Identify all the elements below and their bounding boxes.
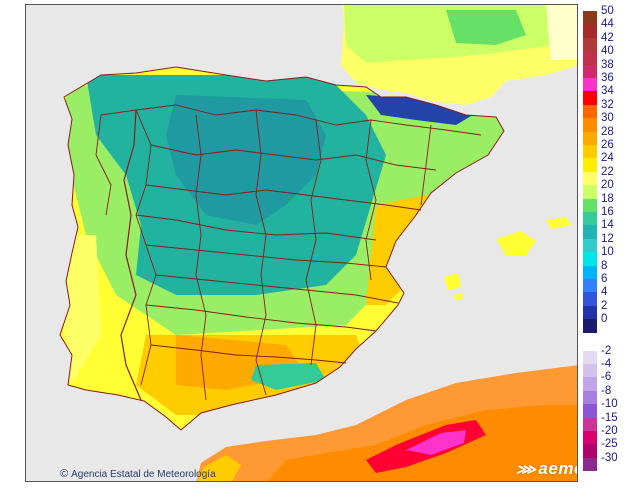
legend-swatch xyxy=(583,64,597,78)
legend-swatch xyxy=(583,431,597,445)
legend-swatch xyxy=(583,292,597,306)
legend-label: 32 xyxy=(601,98,614,111)
legend-swatch xyxy=(583,417,597,431)
legend-swatch xyxy=(583,319,597,333)
legend-label: 0 xyxy=(601,313,608,326)
legend-label: 44 xyxy=(601,18,614,31)
mallorca xyxy=(496,231,536,255)
legend-label: 24 xyxy=(601,152,614,165)
credit-notice: © Agencia Estatal de Meteorología xyxy=(60,468,216,480)
legend-label: 26 xyxy=(601,139,614,151)
legend-swatch xyxy=(583,131,597,145)
legend-swatch xyxy=(583,404,597,418)
legend-label: 8 xyxy=(601,259,608,272)
legend-label: -15 xyxy=(601,411,618,424)
map-canvas xyxy=(59,5,577,481)
legend-label: 6 xyxy=(601,273,608,285)
legend-label: 4 xyxy=(601,286,608,299)
legend-swatch xyxy=(583,279,597,293)
color-legend: 50 44 42 40 38 36 34 32 30 28 26 24 22 20 18 16 14 12 10 8 6… xyxy=(583,5,629,481)
legend-swatch xyxy=(583,91,597,105)
legend-label: 22 xyxy=(601,165,614,178)
legend-label: 2 xyxy=(601,299,608,312)
province-borders xyxy=(95,104,482,401)
legend-swatch xyxy=(583,457,597,472)
legend-label: -30 xyxy=(601,451,618,464)
legend-label: 12 xyxy=(601,232,614,245)
legend-label: -6 xyxy=(601,371,612,384)
legend-label: 40 xyxy=(601,45,614,58)
legend-label: 28 xyxy=(601,125,614,138)
legend-swatch xyxy=(583,171,597,186)
legend-swatch xyxy=(583,305,597,320)
legend-swatch xyxy=(583,11,597,25)
portugal-west-coast xyxy=(61,235,101,385)
legend-swatch xyxy=(583,145,597,159)
legend-swatch xyxy=(583,185,597,199)
legend-swatch xyxy=(583,24,597,38)
africa-mild-coast xyxy=(197,455,241,481)
copyright-icon: © xyxy=(60,468,69,480)
aemet-logo-mark-icon: ⋙ xyxy=(516,460,537,477)
credit-text: Agencia Estatal de Meteorología xyxy=(71,468,216,480)
legend-label: 16 xyxy=(601,206,614,218)
legend-swatch xyxy=(583,78,597,92)
legend-swatch xyxy=(583,104,597,119)
legend-swatch xyxy=(583,37,597,52)
menorca xyxy=(546,217,571,229)
aemet-logo-text: aemet xyxy=(538,459,577,478)
portugal-border xyxy=(120,109,142,401)
legend-label: 36 xyxy=(601,72,614,84)
legend-label: 50 xyxy=(601,5,614,17)
legend-label: -2 xyxy=(601,344,612,357)
legend-swatch xyxy=(583,390,597,405)
legend-swatch xyxy=(583,444,597,458)
sierra-nevada-cool xyxy=(251,363,326,390)
france-far-east xyxy=(546,5,577,60)
legend-swatch xyxy=(583,212,597,226)
legend-label: 10 xyxy=(601,246,614,259)
legend-label: 20 xyxy=(601,179,614,192)
legend-swatch xyxy=(583,118,597,132)
legend-label: 42 xyxy=(601,31,614,44)
legend-swatch xyxy=(583,158,597,172)
aemet-logo: ⋙ aemet xyxy=(516,459,577,479)
legend-swatch xyxy=(583,51,597,65)
formentera xyxy=(454,293,463,300)
legend-swatch xyxy=(583,364,597,378)
legend-label: -20 xyxy=(601,425,618,437)
legend-swatch xyxy=(583,377,597,391)
legend-label: 14 xyxy=(601,219,614,232)
legend-swatch xyxy=(583,252,597,266)
levante-warm xyxy=(366,195,446,305)
legend-label: 38 xyxy=(601,58,614,71)
france-cool-patches xyxy=(446,10,526,45)
legend-swatch xyxy=(583,265,597,279)
legend-label: -25 xyxy=(601,438,618,451)
ibiza xyxy=(444,273,461,290)
legend-swatch xyxy=(583,198,597,212)
legend-label: 30 xyxy=(601,112,614,125)
legend-swatch xyxy=(583,238,597,253)
temperature-map: © Agencia Estatal de Meteorología ⋙ aeme… xyxy=(25,4,578,482)
legend-label: -10 xyxy=(601,398,618,411)
legend-label: -8 xyxy=(601,384,612,397)
legend-label: 34 xyxy=(601,85,614,98)
legend-label: 18 xyxy=(601,192,614,205)
legend-label: -4 xyxy=(601,358,612,370)
legend-swatch xyxy=(583,350,597,364)
legend-swatch xyxy=(583,225,597,239)
rif-hottest xyxy=(406,430,466,455)
